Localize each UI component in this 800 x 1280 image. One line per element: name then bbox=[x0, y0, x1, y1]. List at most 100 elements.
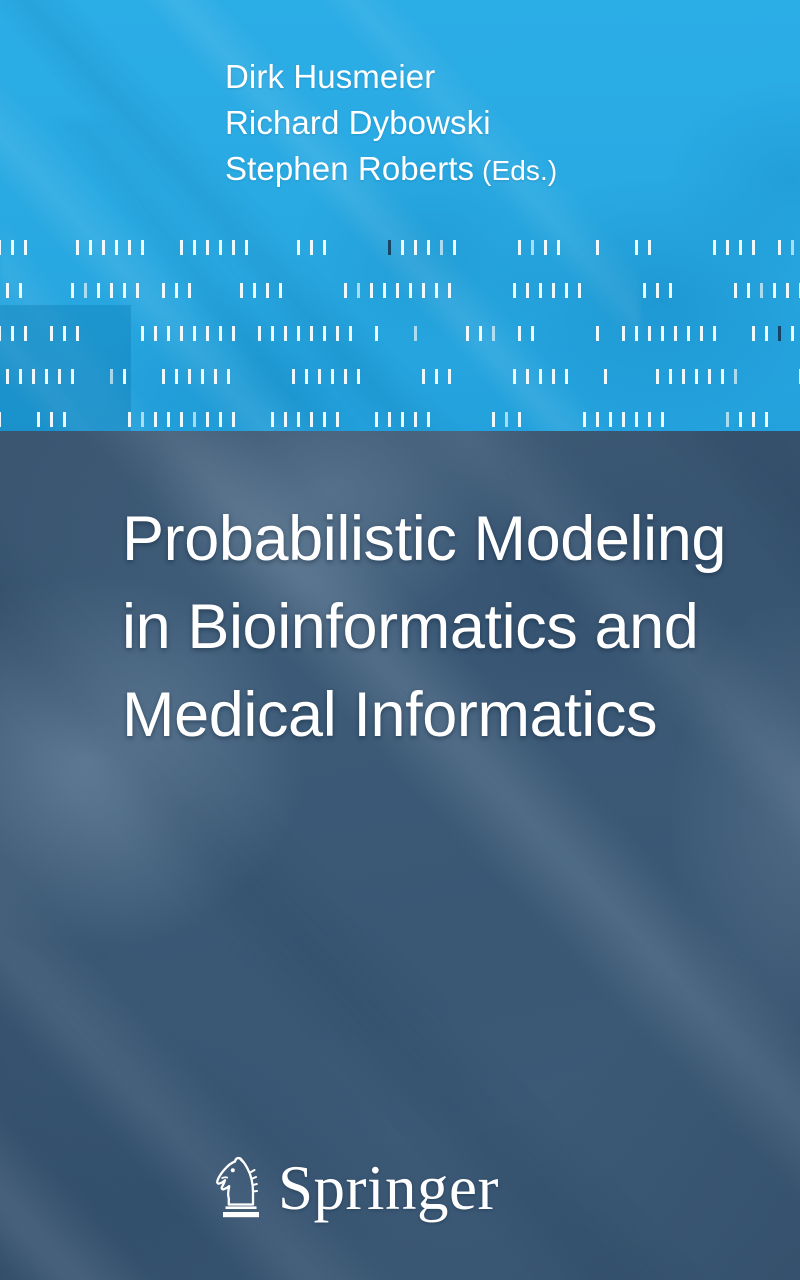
tick-mark bbox=[310, 240, 313, 255]
tick-mark bbox=[734, 283, 737, 298]
tick-mark bbox=[492, 412, 495, 427]
tick-mark bbox=[180, 240, 183, 255]
tick-mark bbox=[323, 412, 326, 427]
tick-mark bbox=[409, 283, 412, 298]
tick-mark bbox=[370, 283, 373, 298]
tick-mark bbox=[344, 369, 347, 384]
tick-mark bbox=[219, 240, 222, 255]
title-line-2: in Bioinformatics and bbox=[122, 592, 699, 662]
tick-mark bbox=[721, 369, 724, 384]
publisher-name: Springer bbox=[278, 1153, 499, 1223]
tick-mark bbox=[193, 240, 196, 255]
tick-mark bbox=[791, 240, 794, 255]
tick-mark bbox=[6, 283, 9, 298]
tick-mark bbox=[752, 240, 755, 255]
tick-mark bbox=[648, 326, 651, 341]
tick-mark bbox=[193, 326, 196, 341]
tick-mark bbox=[713, 240, 716, 255]
tick-mark bbox=[635, 240, 638, 255]
tick-mark bbox=[505, 412, 508, 427]
tick-mark bbox=[297, 412, 300, 427]
tick-mark bbox=[791, 326, 794, 341]
tick-mark bbox=[0, 240, 1, 255]
tick-mark bbox=[708, 369, 711, 384]
tick-mark bbox=[50, 326, 53, 341]
tick-mark bbox=[128, 412, 131, 427]
tick-mark bbox=[154, 412, 157, 427]
tick-mark bbox=[635, 326, 638, 341]
author-name-1: Dirk Husmeier bbox=[225, 58, 436, 95]
tick-mark bbox=[414, 412, 417, 427]
author-line-2: Richard Dybowski bbox=[225, 100, 557, 146]
tick-mark bbox=[245, 240, 248, 255]
tick-mark bbox=[401, 240, 404, 255]
tick-mark bbox=[492, 326, 495, 341]
tick-mark bbox=[292, 369, 295, 384]
tick-mark bbox=[544, 240, 547, 255]
tick-mark bbox=[765, 326, 768, 341]
tick-mark bbox=[518, 412, 521, 427]
author-name-3: Stephen Roberts bbox=[225, 150, 475, 187]
tick-mark bbox=[726, 412, 729, 427]
tick-mark bbox=[206, 412, 209, 427]
tick-mark bbox=[318, 369, 321, 384]
tick-mark bbox=[687, 326, 690, 341]
tick-mark bbox=[448, 283, 451, 298]
tick-mark bbox=[375, 412, 378, 427]
tick-mark bbox=[232, 326, 235, 341]
tick-mark bbox=[279, 283, 282, 298]
tick-mark bbox=[518, 326, 521, 341]
tick-mark bbox=[427, 240, 430, 255]
tick-mark bbox=[110, 369, 113, 384]
tick-mark bbox=[206, 240, 209, 255]
tick-mark bbox=[180, 412, 183, 427]
tick-mark bbox=[752, 412, 755, 427]
tick-mark bbox=[344, 283, 347, 298]
author-list: Dirk Husmeier Richard Dybowski Stephen R… bbox=[225, 54, 557, 194]
tick-mark bbox=[175, 369, 178, 384]
tick-mark bbox=[323, 326, 326, 341]
tick-mark bbox=[773, 283, 776, 298]
tick-mark bbox=[266, 283, 269, 298]
tick-mark bbox=[682, 369, 685, 384]
tick-mark bbox=[110, 283, 113, 298]
tick-mark bbox=[552, 283, 555, 298]
tick-row-4 bbox=[0, 369, 800, 384]
tick-mark bbox=[123, 369, 126, 384]
tick-mark bbox=[141, 326, 144, 341]
tick-mark bbox=[258, 326, 261, 341]
author-line-1: Dirk Husmeier bbox=[225, 54, 557, 100]
title-line-3: Medical Informatics bbox=[122, 680, 658, 750]
tick-mark bbox=[45, 369, 48, 384]
tick-mark bbox=[700, 326, 703, 341]
tick-mark bbox=[609, 412, 612, 427]
tick-mark bbox=[565, 369, 568, 384]
tick-mark bbox=[357, 283, 360, 298]
tick-mark bbox=[375, 326, 378, 341]
tick-mark bbox=[310, 326, 313, 341]
tick-mark bbox=[435, 283, 438, 298]
tick-mark bbox=[526, 369, 529, 384]
tick-mark bbox=[128, 240, 131, 255]
author-name-2: Richard Dybowski bbox=[225, 104, 491, 141]
tick-mark bbox=[154, 326, 157, 341]
tick-mark bbox=[388, 240, 391, 255]
tick-mark bbox=[71, 369, 74, 384]
tick-mark bbox=[0, 326, 1, 341]
tick-mark bbox=[232, 412, 235, 427]
tick-mark bbox=[513, 369, 516, 384]
tick-mark bbox=[201, 369, 204, 384]
tick-mark bbox=[583, 412, 586, 427]
tick-mark bbox=[297, 240, 300, 255]
tick-row-1 bbox=[0, 240, 800, 255]
tick-mark bbox=[284, 326, 287, 341]
tick-mark bbox=[167, 412, 170, 427]
tick-mark bbox=[219, 326, 222, 341]
tick-mark bbox=[180, 326, 183, 341]
tick-mark bbox=[71, 283, 74, 298]
tick-mark bbox=[778, 326, 781, 341]
tick-mark bbox=[656, 369, 659, 384]
tick-mark bbox=[19, 283, 22, 298]
tick-mark bbox=[661, 412, 664, 427]
tick-mark bbox=[396, 283, 399, 298]
